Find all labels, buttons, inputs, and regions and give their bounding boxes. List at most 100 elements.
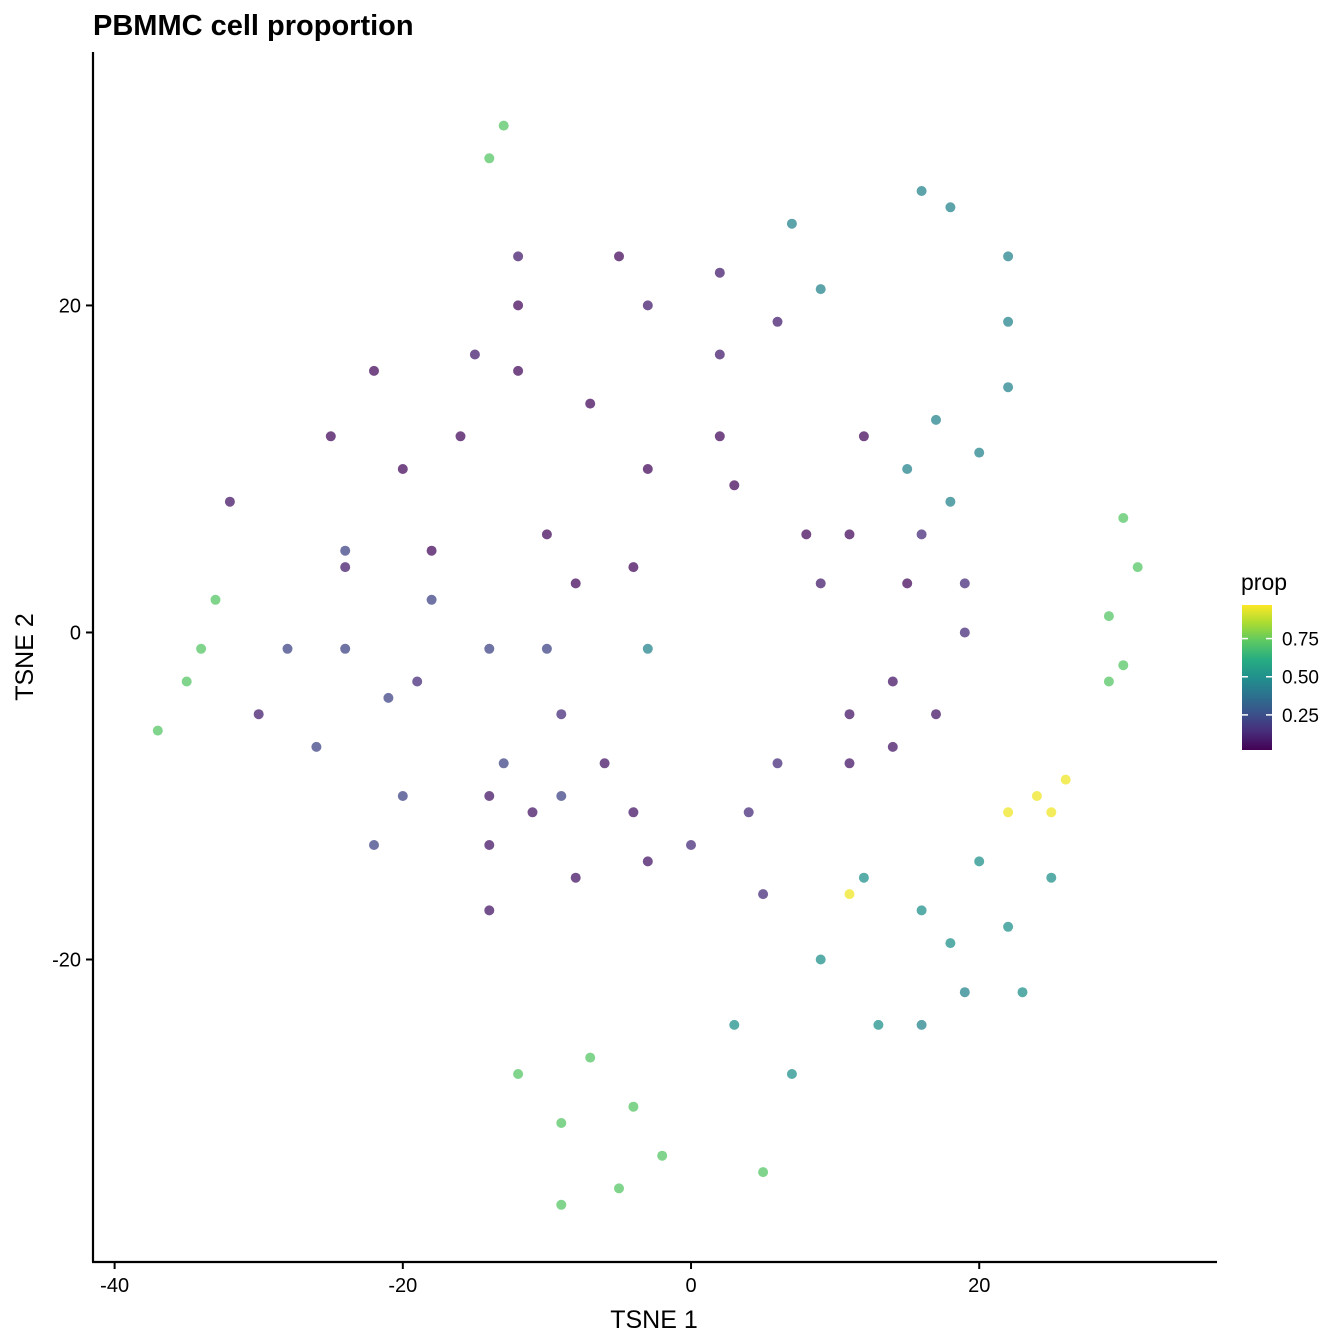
data-point — [686, 840, 696, 850]
data-point — [1003, 316, 1014, 327]
data-point — [1103, 611, 1114, 622]
legend-colorbar — [1242, 605, 1272, 750]
data-point — [945, 938, 956, 949]
data-point — [772, 316, 783, 327]
points-layer — [152, 120, 1143, 1210]
y-axis-title: TSNE 2 — [11, 613, 39, 701]
data-point — [556, 1199, 567, 1210]
data-point — [844, 758, 855, 769]
legend-tick-label: 0.75 — [1282, 630, 1319, 651]
data-point — [844, 709, 855, 720]
data-point — [152, 725, 163, 736]
data-point — [541, 529, 552, 540]
data-point — [714, 431, 725, 442]
data-point — [1118, 513, 1129, 523]
data-point — [1031, 791, 1042, 801]
data-point — [484, 153, 495, 164]
data-point — [513, 300, 524, 311]
y-axis-ticks: -20 0 20 — [52, 295, 93, 972]
data-point — [959, 987, 970, 998]
data-point — [945, 202, 956, 213]
data-point — [311, 741, 322, 752]
point-group — [729, 856, 1057, 1079]
data-point — [945, 496, 956, 507]
legend-tick-label: 0.50 — [1282, 668, 1319, 689]
data-point — [556, 1118, 567, 1128]
data-point — [902, 464, 913, 474]
data-point — [887, 741, 898, 752]
x-tick-label: 20 — [968, 1275, 990, 1297]
data-point — [585, 1052, 596, 1063]
data-point — [931, 709, 941, 720]
data-point — [642, 464, 653, 474]
data-point — [527, 807, 538, 818]
legend-title: prop — [1241, 569, 1287, 595]
data-point — [1046, 872, 1057, 883]
point-group — [224, 496, 941, 916]
data-point — [815, 578, 826, 589]
data-point — [340, 643, 351, 654]
data-point — [743, 807, 754, 818]
point-group — [642, 186, 1014, 1030]
data-point — [498, 758, 509, 769]
data-point — [1103, 676, 1114, 687]
data-point — [1060, 774, 1071, 785]
data-point — [801, 529, 812, 540]
data-point — [181, 676, 192, 687]
data-point — [959, 627, 970, 638]
data-point — [858, 431, 869, 442]
data-point — [426, 545, 437, 556]
point-group — [412, 529, 970, 900]
data-point — [570, 872, 581, 883]
data-point — [455, 431, 466, 442]
data-point — [1017, 987, 1028, 998]
data-point — [340, 545, 351, 556]
data-point — [858, 872, 869, 883]
data-point — [224, 496, 235, 507]
data-point — [887, 676, 898, 687]
data-point — [931, 414, 941, 425]
data-point — [1046, 807, 1057, 818]
data-point — [815, 954, 826, 965]
point-group — [282, 545, 567, 850]
x-tick-label: -40 — [100, 1275, 129, 1297]
data-point — [253, 709, 264, 720]
data-point — [786, 218, 797, 229]
data-point — [541, 643, 552, 654]
point-group — [152, 120, 1143, 1210]
data-point — [1003, 251, 1014, 262]
data-point — [714, 349, 725, 360]
chart-title: PBMMC cell proportion — [93, 10, 414, 42]
legend: prop 0.25 0.50 0.75 — [1241, 569, 1319, 750]
data-point — [484, 905, 495, 916]
data-point — [642, 300, 653, 311]
data-point — [570, 578, 581, 589]
data-point — [426, 594, 437, 605]
data-point — [714, 267, 725, 278]
data-point — [729, 1019, 740, 1030]
data-point — [974, 447, 985, 458]
data-point — [1003, 921, 1014, 932]
data-point — [729, 480, 740, 491]
data-point — [397, 791, 408, 801]
x-tick-label: -20 — [388, 1275, 417, 1297]
data-point — [628, 807, 639, 818]
data-point — [369, 365, 379, 376]
data-point — [815, 284, 826, 295]
legend-tick-label: 0.25 — [1282, 706, 1319, 727]
data-point — [498, 120, 509, 131]
data-point — [873, 1019, 884, 1030]
point-group — [253, 251, 826, 720]
data-point — [210, 594, 221, 605]
data-point — [340, 562, 351, 573]
data-point — [758, 1167, 769, 1178]
data-point — [844, 889, 855, 900]
data-point — [1132, 562, 1143, 573]
data-point — [513, 251, 524, 262]
data-point — [916, 186, 927, 196]
data-point — [282, 643, 293, 654]
data-point — [484, 840, 495, 850]
data-point — [1003, 382, 1014, 393]
data-point — [383, 692, 394, 703]
legend-ticks: 0.25 0.50 0.75 — [1242, 630, 1319, 727]
